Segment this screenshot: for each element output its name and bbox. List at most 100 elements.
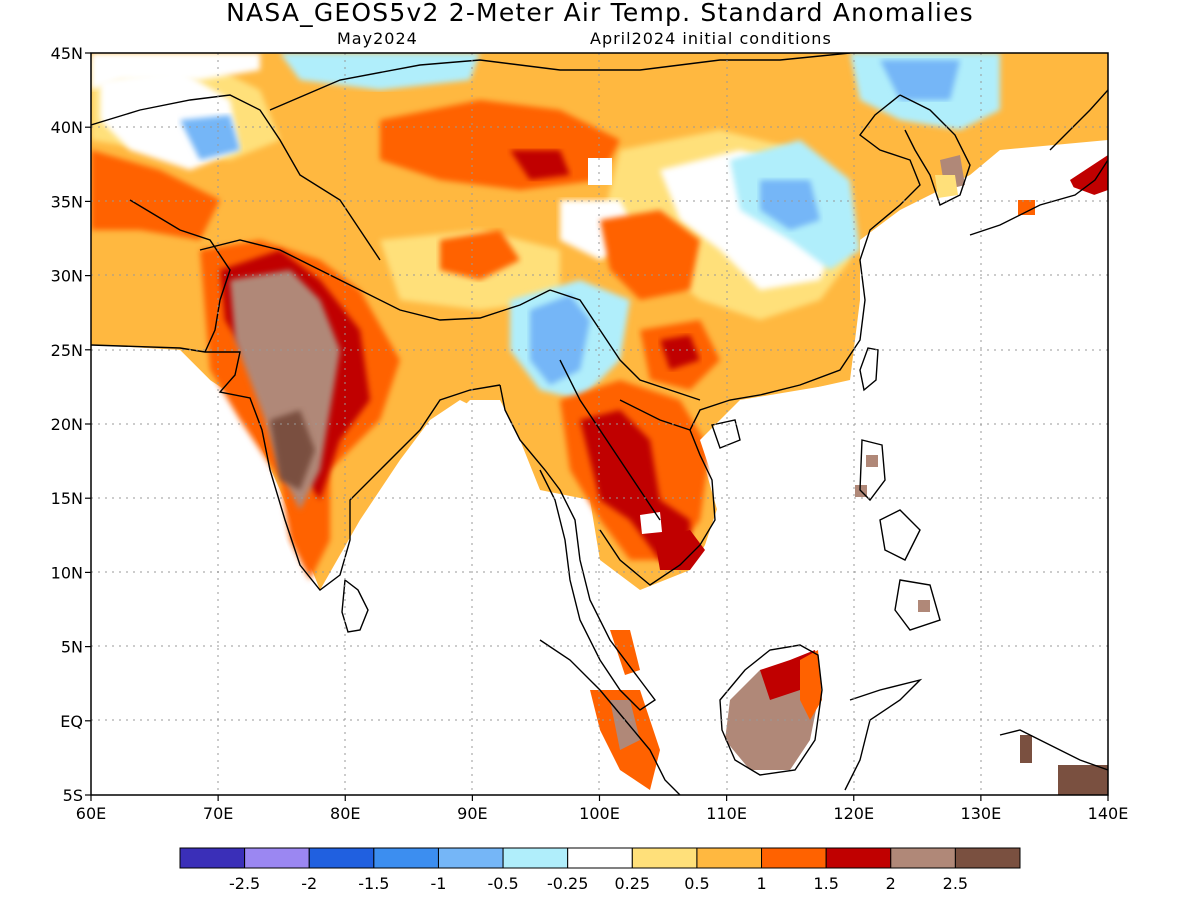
anomaly-malaya	[610, 630, 640, 675]
colorbar-swatch	[244, 847, 310, 869]
anomaly-japan-south	[1018, 200, 1035, 215]
anomaly-patch-blue	[880, 60, 960, 100]
lon-label: 110E	[706, 804, 747, 823]
anomaly-patch-red	[510, 150, 570, 180]
ocean-arabian-sea	[91, 345, 300, 795]
lon-label: 140E	[1088, 804, 1129, 823]
colorbar-label: -1.5	[358, 874, 389, 893]
lon-label: 90E	[457, 804, 487, 823]
coastline-japan	[969, 89, 1108, 236]
border-china-north	[269, 53, 851, 111]
initial-conditions: April2024 initial conditions	[590, 29, 832, 48]
anomaly-patch-blue	[760, 180, 820, 230]
anomaly-patch-white	[91, 53, 260, 90]
anomaly-tibet-white	[588, 158, 612, 185]
lat-label: 25N	[51, 341, 83, 360]
anomaly-korea-yellow	[935, 175, 958, 198]
ocean-bay-of-bengal	[300, 400, 540, 795]
coastline-hainan	[711, 419, 741, 449]
lat-label: 30N	[51, 267, 83, 286]
coastline-srilanka	[341, 578, 369, 633]
coastline-korea	[899, 94, 971, 206]
anomaly-patch-darkbrown	[270, 410, 315, 490]
colorbar-swatch	[308, 847, 375, 869]
coastline-newguinea	[999, 729, 1108, 771]
ocean-pacific	[860, 160, 1108, 720]
colorbar-label: -2	[301, 874, 317, 893]
lon-label: 60E	[76, 804, 106, 823]
border-central-asia	[91, 94, 381, 261]
colorbar-label: 0.5	[684, 874, 709, 893]
lat-label: 15N	[51, 489, 83, 508]
latitude-axis: 45N 40N 35N 30N 25N 20N 15N 10N 5N EQ 5S	[51, 44, 91, 805]
colorbar-label: 1.5	[813, 874, 838, 893]
anomaly-patch-red	[660, 335, 700, 370]
colorbar-swatch	[631, 847, 698, 869]
colorbar-swatch	[567, 847, 633, 869]
colorbar-swatch	[373, 847, 439, 869]
lat-label: 5N	[61, 638, 83, 657]
longitude-axis: 60E 70E 80E 90E 100E 110E 120E 130E 140E	[76, 795, 1129, 823]
ocean-south-china-sea	[660, 380, 860, 660]
coastline-sulawesi	[844, 678, 923, 791]
lon-label: 70E	[203, 804, 233, 823]
colorbar-label: -1	[430, 874, 446, 893]
border-indochina	[559, 359, 691, 521]
border-himalaya	[199, 239, 551, 321]
forecast-month: May2024	[337, 29, 418, 48]
lon-label: 80E	[330, 804, 360, 823]
colorbar-label: 2	[886, 874, 896, 893]
coastline-burma-thai	[499, 384, 657, 711]
colorbar-swatch	[825, 847, 892, 869]
border-south-asia	[129, 199, 231, 353]
colorbar-swatch	[696, 847, 763, 869]
border-china-south	[549, 289, 701, 401]
anomaly-japan	[1070, 155, 1108, 200]
colorbar: -2.5 -2 -1.5 -1 -0.5 -0.25 0.25 0.5 1 1.5 2 2.5	[179, 847, 1021, 893]
anomaly-patch-blue	[180, 115, 240, 160]
lat-label: EQ	[60, 712, 83, 731]
anomaly-patch-blue	[530, 295, 590, 385]
anomaly-borneo-orange	[800, 650, 822, 720]
coastline-philippines	[859, 439, 941, 631]
lat-label: 5S	[63, 786, 83, 805]
colorbar-label: -0.5	[487, 874, 518, 893]
coastline-india	[91, 344, 501, 591]
colorbar-swatch	[890, 847, 956, 869]
colorbar-label: 0.25	[614, 874, 650, 893]
anomaly-cambodia-white	[640, 512, 662, 534]
colorbar-swatch	[954, 847, 1021, 869]
lat-label: 20N	[51, 415, 83, 434]
gridlines	[91, 53, 1108, 795]
lat-label: 35N	[51, 192, 83, 211]
lat-label: 45N	[51, 44, 83, 63]
colorbar-label: -0.25	[547, 874, 588, 893]
lon-label: 130E	[961, 804, 1002, 823]
anomaly-sumatra-brown	[610, 700, 640, 750]
coastline-indochina	[599, 94, 921, 586]
colorbar-label: -2.5	[229, 874, 260, 893]
anomaly-vietnam-red	[655, 530, 705, 570]
anomaly-patch-darkorange	[91, 150, 220, 240]
chart-title: NASA_GEOS5v2 2-Meter Air Temp. Standard …	[226, 0, 974, 27]
colorbar-swatch	[179, 847, 246, 869]
colorbar-label: 2.5	[943, 874, 968, 893]
lat-label: 40N	[51, 118, 83, 137]
anomaly-halmahera	[1020, 735, 1032, 763]
coastline-borneo	[719, 644, 823, 776]
anomaly-newguinea	[1058, 765, 1108, 795]
anomaly-patch-darkorange	[600, 210, 700, 300]
colorbar-label: 1	[756, 874, 766, 893]
anomaly-patch-darkorange	[440, 230, 520, 280]
colorbar-swatch	[502, 847, 569, 869]
anomaly-mindanao-east	[918, 600, 930, 612]
coastlines	[91, 53, 1108, 795]
colorbar-swatch	[437, 847, 504, 869]
lon-label: 100E	[579, 804, 620, 823]
anomaly-philippines-north	[866, 455, 878, 467]
anomaly-patch-lightblue	[280, 53, 480, 90]
lon-label: 120E	[833, 804, 874, 823]
anomaly-patch-red	[580, 410, 690, 560]
anomaly-field	[91, 53, 1108, 795]
